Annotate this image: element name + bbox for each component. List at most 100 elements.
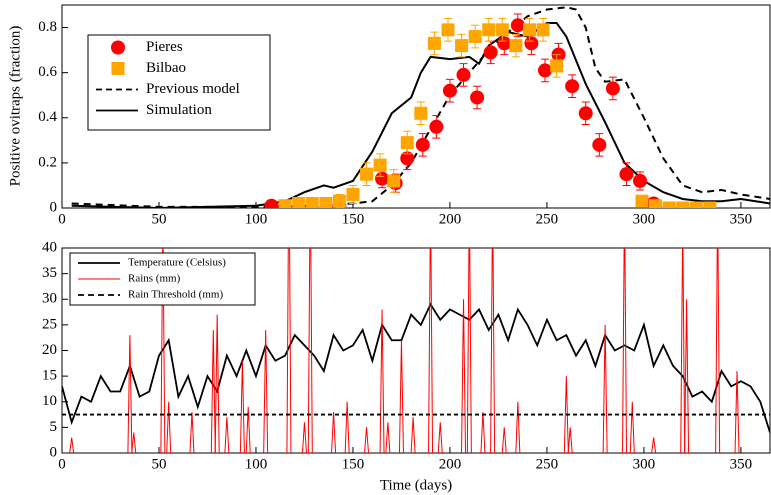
data-point [319, 196, 333, 208]
data-point [400, 136, 414, 150]
data-point [497, 36, 512, 51]
x-tick-label: 50 [151, 456, 166, 472]
data-point [375, 171, 390, 186]
y-tick-label: 15 [42, 368, 57, 384]
series-line [71, 6, 770, 208]
x-tick-label: 100 [245, 456, 268, 472]
y-tick-label: 0 [50, 444, 58, 460]
data-point [662, 201, 676, 208]
rain-spike [189, 411, 195, 453]
x-tick-label: 300 [633, 456, 656, 472]
data-point [536, 23, 550, 37]
rain-spike [480, 411, 486, 453]
legend-label: Pieres [146, 39, 183, 55]
data-point [387, 174, 401, 188]
legend-label: Rain Threshold (mm) [128, 289, 223, 301]
y-tick-label: 5 [50, 419, 58, 435]
y-tick-label: 10 [42, 393, 57, 409]
data-point [619, 167, 634, 182]
y-tick-label: 40 [42, 239, 57, 255]
rain-spike [224, 417, 230, 453]
x-tick-label: 150 [342, 456, 365, 472]
rain-spike [684, 299, 690, 453]
x-tick-label: 250 [536, 456, 559, 472]
y-tick-label: 25 [42, 316, 57, 332]
data-point [509, 39, 523, 53]
data-point [633, 173, 648, 188]
data-point [442, 83, 457, 98]
legend-marker [111, 62, 125, 75]
rain-spike [410, 417, 416, 453]
rain-spike [160, 248, 166, 453]
data-point [689, 201, 703, 208]
data-point [537, 63, 552, 78]
legend-label: Rains (mm) [128, 273, 181, 285]
data-point [292, 196, 306, 208]
x-tick-label: 350 [730, 211, 753, 227]
x-tick-label: 100 [245, 211, 268, 227]
rain-spike [263, 329, 269, 453]
data-point [415, 137, 430, 152]
rain-spike [239, 360, 245, 453]
rain-spike [501, 427, 507, 453]
data-point [470, 90, 485, 105]
series-line [62, 302, 770, 433]
data-point [468, 30, 482, 44]
x-tick-label: 200 [439, 456, 462, 472]
data-point [400, 151, 415, 166]
rain-spike [490, 248, 496, 453]
rain-spike [69, 437, 75, 453]
plot-frame [61, 4, 771, 209]
rain-spike [437, 422, 443, 453]
rain-spike [602, 324, 608, 453]
data-point [414, 106, 428, 120]
rain-spike [286, 248, 292, 453]
plot-area [71, 6, 770, 208]
rain-spike [466, 248, 472, 453]
rain-spike [166, 401, 172, 453]
x-tick-label: 350 [730, 456, 753, 472]
rain-spike [127, 335, 133, 453]
data-point [278, 199, 292, 208]
rain-spike [214, 314, 220, 453]
x-tick-label: 0 [58, 456, 66, 472]
rain-spike [364, 427, 370, 453]
rain-spike [331, 411, 337, 453]
data-point [456, 67, 471, 82]
data-point [441, 23, 455, 37]
data-point [550, 59, 564, 73]
data-point [360, 167, 374, 181]
data-point [346, 187, 360, 201]
y-tick-label: 0.4 [38, 109, 57, 125]
data-point [495, 23, 509, 37]
data-point [565, 79, 580, 94]
rain-spike [307, 248, 313, 453]
rain-spike [734, 370, 740, 453]
data-point [482, 23, 496, 37]
data-point [635, 194, 649, 208]
data-point [522, 23, 536, 37]
x-tick-label: 0 [58, 211, 66, 227]
rain-spike [629, 401, 635, 453]
rain-spike [515, 401, 521, 453]
y-tick-label: 0.6 [38, 64, 57, 80]
plot-area [62, 248, 770, 453]
y-tick-label: 0 [50, 199, 58, 215]
data-point [427, 36, 441, 50]
rain-spike [622, 248, 628, 453]
data-point [578, 106, 593, 121]
rain-spike [385, 422, 391, 453]
rain-spike [428, 248, 434, 453]
y-tick-label: 35 [42, 265, 57, 281]
data-point [649, 199, 663, 208]
rain-spike [680, 248, 686, 453]
y-axis-label: Positive ovitraps (fraction) [7, 26, 23, 187]
data-point [676, 201, 690, 208]
rain-spike [210, 329, 216, 453]
data-point [455, 39, 469, 53]
y-tick-label: 30 [42, 291, 57, 307]
data-point [703, 201, 717, 208]
y-tick-label: 0.2 [38, 154, 57, 170]
x-tick-label: 50 [151, 211, 166, 227]
